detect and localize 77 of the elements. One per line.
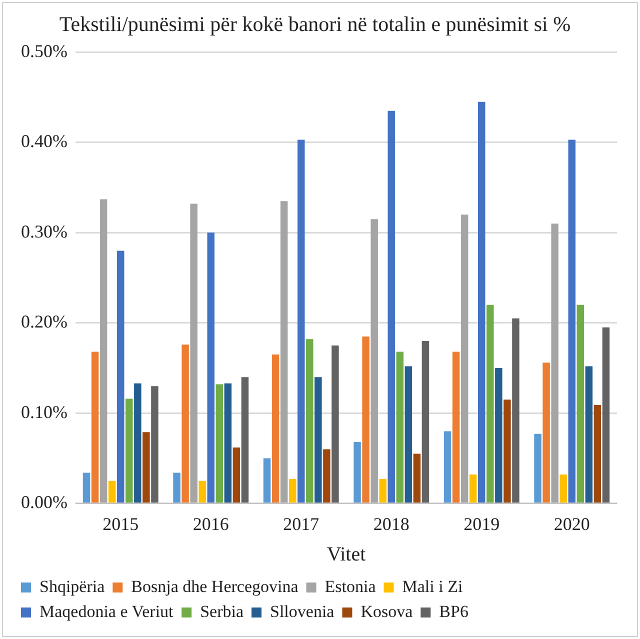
bar [354,442,361,503]
bar [594,405,602,503]
y-tick-label: 0.30% [20,221,68,242]
bar [388,110,395,503]
bar [362,336,370,503]
legend-label: BP6 [439,602,468,621]
x-axis-title: Vitet [326,543,366,566]
bar [370,219,378,503]
bar [534,434,542,503]
bar [585,366,593,503]
x-tick-label: 2016 [192,514,229,534]
bar [82,472,90,503]
bar [452,352,460,503]
bar [263,458,271,503]
bar [142,432,150,503]
bar [568,140,576,503]
bar [91,352,99,503]
bar [323,449,330,503]
y-tick-label: 0.20% [20,312,68,332]
bar [512,318,520,503]
bar [469,474,477,503]
x-tick-label: 2019 [464,514,500,534]
bar [306,339,314,503]
bar [207,232,214,503]
bar [232,447,240,503]
bar [422,340,430,503]
chart-title: Tekstili/punësimi për kokë banori në totalin e punësimit si % [59,12,571,36]
legend-label: Sllovenia [270,602,335,621]
bar [241,377,249,503]
bar [100,199,108,503]
bar [332,345,339,503]
bar [542,362,550,503]
x-tick-label: 2017 [283,514,320,534]
bar [486,304,494,503]
bar [379,479,386,503]
bar [134,383,142,503]
y-tick-label: 0.10% [20,402,68,422]
legend-label: Bosnja dhe Hercegovina [131,576,299,596]
bar [495,368,502,503]
bar [173,472,180,503]
bar [444,431,452,503]
bar [504,400,511,503]
bar [298,140,305,503]
x-tick-label: 2018 [373,514,410,534]
y-tick-label: 0.50% [20,40,68,61]
bar [116,250,124,503]
bar [198,480,206,503]
bar [576,304,584,503]
bar [288,479,296,503]
y-tick-label: 0.40% [20,131,68,152]
y-tick-label: 0.00% [20,492,68,512]
bar [560,474,567,503]
bar [216,384,224,503]
legend-label: Mali i Zi [402,576,463,596]
bar [190,204,198,503]
bar [126,398,133,503]
legend-label: Serbia [200,602,244,621]
legend-label: Estonia [324,576,376,596]
bar [224,383,232,503]
bar [280,201,288,503]
legend-label: Kosova [360,602,414,621]
legend-label: Shqipëria [40,576,106,596]
bar [396,352,404,503]
x-tick-label: 2020 [554,514,590,534]
x-tick-label: 2015 [102,514,139,534]
bar [151,386,158,503]
bar [551,224,558,503]
bar [108,480,116,503]
bar [272,354,280,503]
bar [478,102,486,503]
bar [460,214,468,503]
bar [314,377,322,503]
bar [602,327,610,503]
bar [404,366,412,503]
bar [182,344,189,503]
bar [413,454,421,503]
legend-label: Maqedonia e Veriut [40,602,174,621]
